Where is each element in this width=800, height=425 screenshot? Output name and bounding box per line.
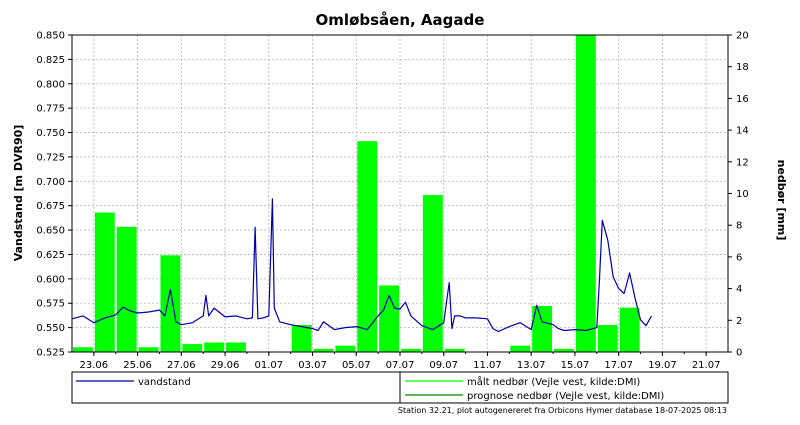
right-tick-label: 8 (736, 221, 742, 232)
left-tick-label: 0.825 (36, 55, 65, 66)
precipitation-bar (335, 345, 356, 352)
x-tick-label: 21.07 (692, 360, 721, 371)
left-axis-ticks: 0.850 0.825 0.800 0.775 0.750 0.725 0.700 0.675… (36, 31, 72, 359)
x-tick-label: 03.07 (298, 360, 327, 371)
precipitation-bar (291, 325, 312, 352)
precipitation-bar (422, 195, 443, 352)
left-tick-label: 0.625 (36, 250, 65, 261)
precipitation-bar (510, 345, 531, 352)
left-tick-label: 0.800 (36, 79, 65, 90)
precipitation-bar (575, 35, 596, 352)
right-tick-label: 20 (736, 31, 749, 42)
x-tick-label: 05.07 (342, 360, 371, 371)
right-tick-label: 6 (736, 252, 742, 263)
right-tick-label: 18 (736, 62, 749, 73)
x-tick-label: 17.07 (604, 360, 633, 371)
precipitation-bar (444, 348, 465, 352)
x-tick-label: 29.06 (211, 360, 240, 371)
right-tick-label: 0 (736, 348, 742, 359)
legend-label-vandstand: vandstand (138, 377, 191, 388)
x-tick-label: 19.07 (648, 360, 677, 371)
right-tick-label: 10 (736, 189, 749, 200)
left-tick-label: 0.600 (36, 274, 65, 285)
precipitation-bar (379, 285, 399, 352)
precipitation-bar (94, 212, 115, 352)
legend-label-prognose-nedboer: prognose nedbør (Vejle vest, kilde:DMI) (467, 391, 664, 402)
left-tick-label: 0.750 (36, 128, 65, 139)
left-tick-label: 0.650 (36, 226, 65, 237)
grid (72, 35, 728, 352)
precipitation-bar (597, 325, 618, 352)
right-tick-label: 14 (736, 126, 749, 137)
left-tick-label: 0.675 (36, 201, 65, 212)
right-tick-label: 4 (736, 284, 742, 295)
left-tick-label: 0.575 (36, 299, 65, 310)
left-tick-label: 0.700 (36, 177, 65, 188)
water-level-series (71, 198, 653, 333)
left-tick-label: 0.725 (36, 152, 65, 163)
precipitation-bar (619, 307, 640, 352)
legend-label-maalt-nedboer: målt nedbør (Vejle vest, kilde:DMI) (467, 375, 640, 388)
precipitation-bar (226, 342, 246, 352)
x-tick-label: 01.07 (254, 360, 283, 371)
precipitation-bar (401, 348, 421, 352)
x-tick-label: 07.07 (386, 360, 415, 371)
water-level-line (71, 198, 653, 333)
left-tick-label: 0.775 (36, 104, 65, 115)
right-tick-label: 16 (736, 94, 749, 105)
precipitation-bar (182, 344, 203, 352)
precipitation-bar (554, 348, 574, 352)
x-tick-label: 15.07 (561, 360, 590, 371)
right-axis-title: nedbør [mm] (775, 160, 788, 241)
left-tick-label: 0.850 (36, 31, 65, 42)
x-tick-label: 13.07 (517, 360, 546, 371)
x-tick-label: 11.07 (473, 360, 502, 371)
precipitation-bar (204, 342, 225, 352)
precipitation-bar (532, 306, 553, 352)
precipitation-bar (116, 226, 137, 352)
footer-note: Station 32.21, plot autogenereret fra Or… (398, 406, 727, 415)
x-tick-label: 23.06 (80, 360, 109, 371)
precipitation-bar (73, 347, 93, 352)
precipitation-bar (357, 141, 378, 352)
chart-title: Omløbsåen, Aagade (316, 11, 485, 29)
precipitation-bar (313, 348, 334, 352)
left-tick-label: 0.525 (36, 348, 65, 359)
precipitation-bar (160, 255, 181, 352)
x-tick-label: 09.07 (429, 360, 458, 371)
left-tick-label: 0.550 (36, 323, 65, 334)
x-tick-label: 27.06 (167, 360, 196, 371)
left-axis-title: Vandstand [m DVR90] (12, 125, 25, 262)
right-tick-label: 12 (736, 157, 749, 168)
x-axis-ticks: 23.06 25.06 27.06 29.06 01.07 03.07 05.07 07.07… (80, 352, 721, 371)
x-tick-label: 25.06 (123, 360, 152, 371)
right-tick-label: 2 (736, 316, 742, 327)
precipitation-bar (138, 347, 159, 352)
